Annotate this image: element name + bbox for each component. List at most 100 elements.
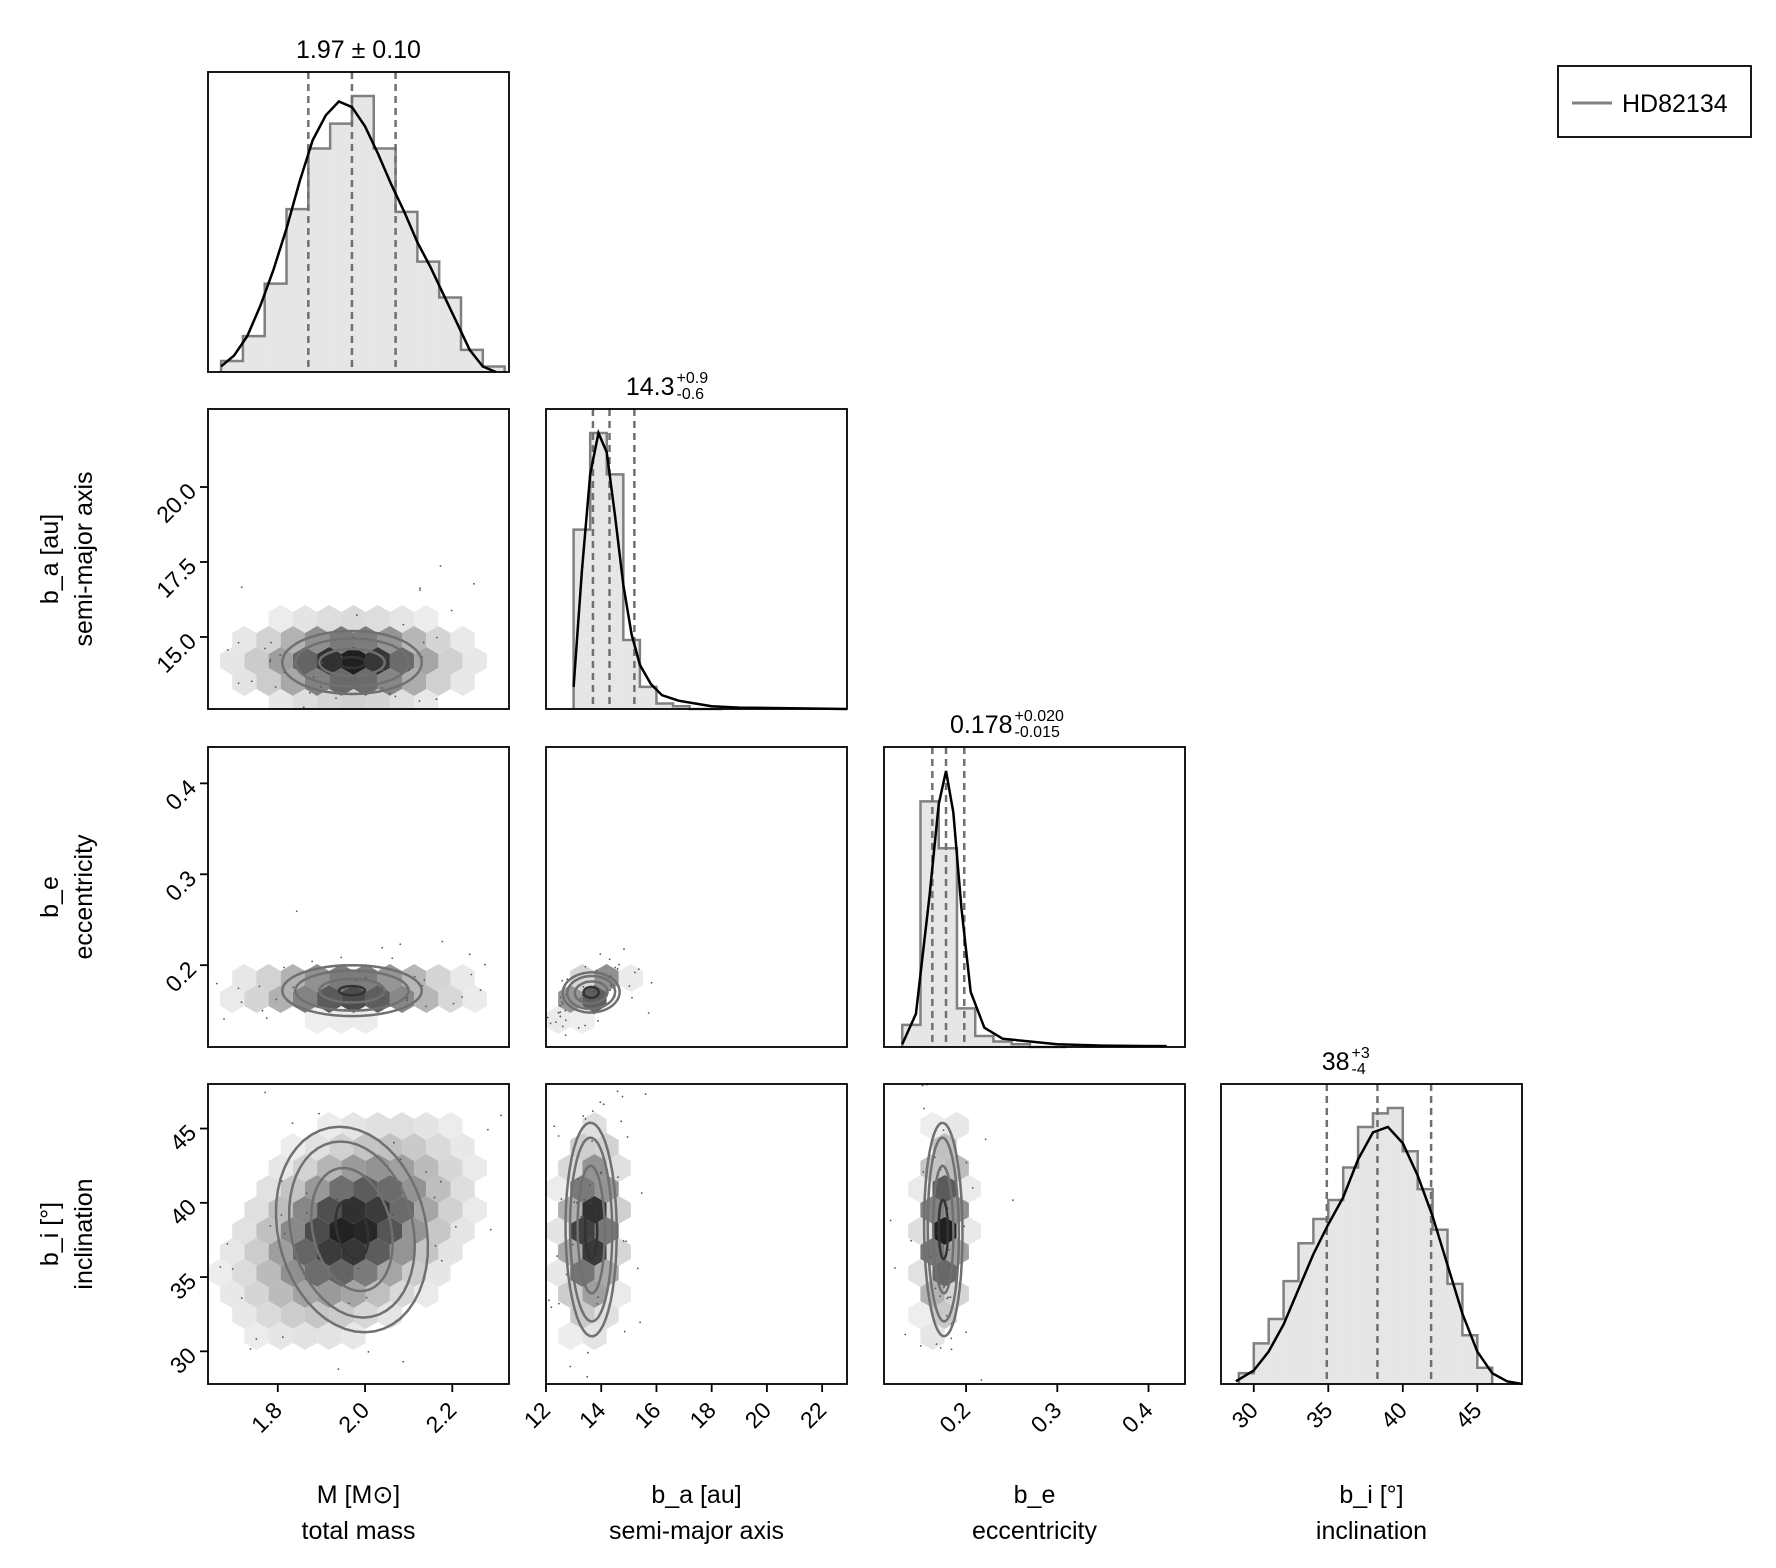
scatter-point (223, 1018, 225, 1020)
hexbin (546, 1006, 571, 1034)
hexbin (908, 1301, 933, 1329)
scatter-point (611, 957, 613, 959)
scatter-point (584, 1024, 587, 1027)
scatter-point (554, 1021, 557, 1024)
scatter-point (946, 1297, 949, 1300)
hexbin (232, 964, 257, 992)
panel-title: 14.3 (626, 373, 675, 401)
scatter-point (215, 982, 218, 985)
panel-content (215, 910, 613, 1034)
scatter-point (921, 1084, 924, 1087)
scatter-point (599, 992, 602, 995)
hexbin (244, 1280, 269, 1308)
scatter-point (939, 1295, 941, 1298)
hexbin (317, 1154, 342, 1182)
scatter-point (575, 1201, 578, 1204)
scatter-point (237, 987, 240, 990)
scatter-point (934, 1287, 937, 1290)
hexbin (450, 1217, 475, 1245)
hist-bar (938, 848, 957, 1047)
hist-bar (975, 1035, 994, 1047)
hist-panel-b_a: 14.3 +0.9-0.6 (545, 370, 848, 711)
hexbin (353, 1133, 378, 1161)
hexbin (426, 1259, 451, 1287)
scatter-point (197, 1390, 199, 1392)
hist-bar (242, 336, 265, 372)
hexbin (256, 668, 281, 696)
scatter-point (597, 1296, 600, 1298)
scatter-point (425, 1171, 428, 1173)
scatter-point (407, 669, 410, 672)
hexbin (389, 1238, 415, 1266)
panel-content (197, 937, 544, 1392)
hist-outline (1237, 1106, 1494, 1384)
panel-frame (883, 1083, 1186, 1385)
hexbin (414, 985, 439, 1013)
scatter-point (539, 1196, 541, 1198)
scatter-point (621, 1095, 624, 1098)
contour (293, 637, 410, 688)
scatter-point (486, 1128, 489, 1131)
x-axis-label: b_i [°] (1339, 1481, 1403, 1509)
scatter-point (308, 692, 311, 694)
scatter-point (421, 984, 424, 987)
hexbin (450, 626, 475, 654)
scatter-point (894, 1267, 896, 1269)
x-tick-label: 45 (1450, 1397, 1486, 1433)
hexbin (317, 1238, 342, 1266)
panel-frame (545, 746, 848, 1048)
panel-title: 1.97 ± 0.10 (296, 36, 421, 64)
scatter-point (372, 1004, 375, 1007)
scatter-point (534, 1062, 536, 1064)
hist-bar (286, 209, 309, 372)
panel-title-sub: -0.015 (1015, 724, 1060, 741)
hist-panel-M: 1.97 ± 0.10 (207, 36, 510, 374)
hexbin (244, 985, 269, 1013)
hexbin (280, 1217, 305, 1245)
scatter-point (614, 966, 617, 969)
hexbin (402, 1133, 427, 1161)
panel-frame (1220, 1083, 1523, 1385)
x-axis-label: M [M⊙] (317, 1481, 400, 1509)
x-tick-label: 22 (795, 1397, 831, 1433)
hexbin (292, 689, 318, 709)
scatter-point (542, 1381, 544, 1383)
scatter-point (380, 997, 383, 1000)
scatter-point (321, 716, 323, 718)
scatter-point (599, 953, 602, 955)
scatter-point (539, 1001, 541, 1003)
panel-frame (207, 1083, 510, 1385)
y-tick-label: 0.2 (160, 956, 201, 997)
scatter-point (559, 1015, 562, 1018)
scatter-point (280, 1180, 283, 1182)
x-tick-label: 12 (519, 1397, 555, 1433)
scatter-point (379, 937, 381, 939)
scatter-point (283, 1232, 286, 1235)
hexbin (402, 626, 427, 654)
scatter-point (484, 963, 486, 966)
scatter-point (418, 700, 421, 702)
scatter-point (250, 680, 253, 683)
scatter-point (434, 1244, 437, 1247)
kde-curve (220, 100, 497, 374)
scatter-point (591, 1140, 593, 1142)
hexbin (570, 1175, 595, 1203)
hist-bar (1268, 1319, 1284, 1384)
scatter-point (548, 1299, 550, 1302)
hist-bar (482, 366, 505, 372)
hist-bar (920, 801, 939, 1047)
hexbin (256, 1217, 281, 1245)
hexbin (546, 1259, 571, 1287)
scatter-point (965, 1161, 968, 1164)
scatter-point (340, 655, 343, 658)
scatter-point (948, 1248, 950, 1251)
panel-content (539, 948, 653, 1037)
scatter-point (561, 1001, 563, 1003)
hist-bar (221, 360, 243, 372)
y-tick-label: 20.0 (151, 478, 201, 528)
scatter-point (561, 1003, 564, 1005)
scatter-point (929, 1055, 931, 1057)
scatter-point (923, 1049, 925, 1051)
hexbin (438, 1112, 463, 1140)
